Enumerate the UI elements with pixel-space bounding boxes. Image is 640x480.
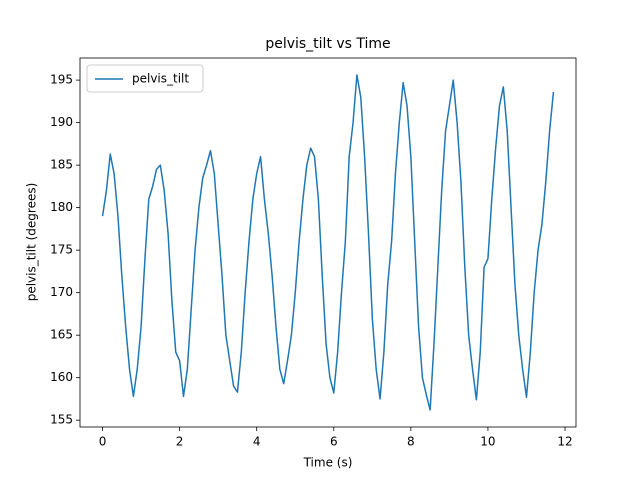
legend-box [86,64,204,93]
x-tick-label: 4 [253,435,261,449]
y-tick-label: 180 [50,200,73,214]
plot-frame [79,57,577,428]
y-tick-label: 190 [50,115,73,129]
x-axis-label: Time (s) [303,456,353,470]
data-line [101,74,555,411]
y-tick-label: 185 [50,158,73,172]
legend: pelvis_tilt [86,64,204,93]
x-tick-label: 8 [407,435,415,449]
x-tick-label: 2 [176,435,184,449]
y-tick-label: 195 [50,73,73,87]
chart-title: pelvis_tilt vs Time [265,36,390,52]
y-tick-label: 175 [50,243,73,257]
legend-label: pelvis_tilt [132,72,189,86]
x-tick-label: 0 [99,435,107,449]
x-tick-label: 6 [330,435,338,449]
y-axis-label: pelvis_tilt (degrees) [25,183,39,302]
x-tick-label: 10 [480,435,495,449]
x-tick-label: 12 [557,435,572,449]
y-tick-label: 155 [50,413,73,427]
y-tick-label: 170 [50,285,73,299]
y-tick-label: 160 [50,370,73,384]
y-tick-label: 165 [50,328,73,342]
